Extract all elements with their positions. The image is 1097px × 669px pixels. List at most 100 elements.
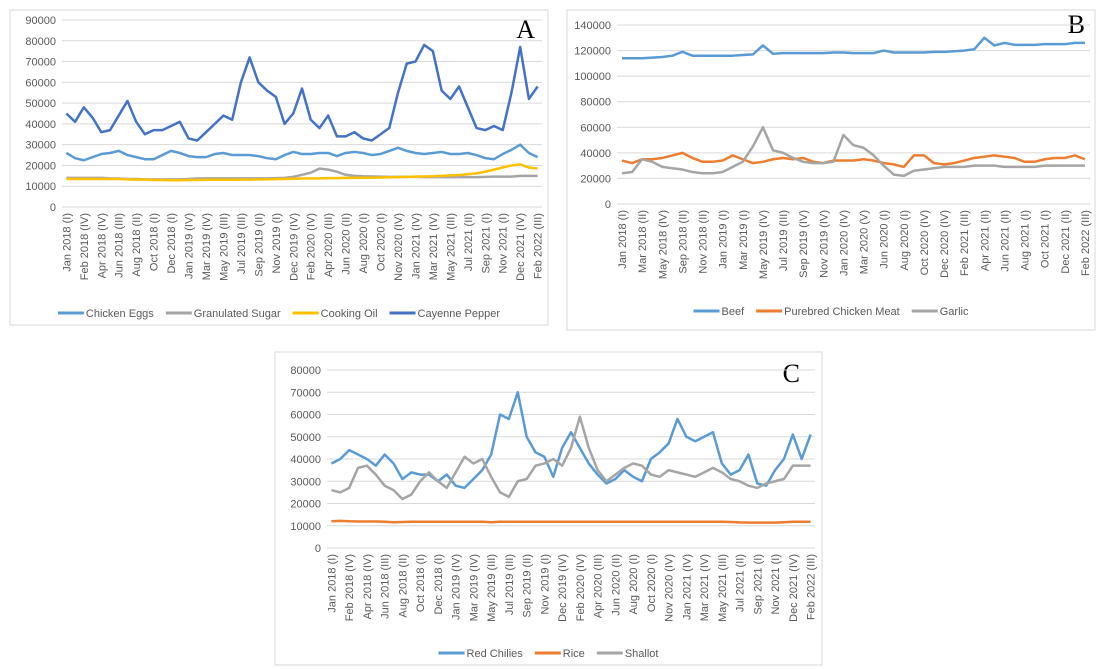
x-tick-label: Jan 2018 (I) (61, 213, 73, 272)
series-line (330, 391, 812, 490)
series-line (65, 143, 539, 162)
y-tick-label: 20000 (25, 160, 56, 172)
x-tick-label: May 2021 (III) (717, 554, 729, 622)
y-tick-label: 20000 (290, 499, 321, 511)
x-tick-label: Sep 2019 (II) (522, 554, 534, 618)
legend-label: Garlic (940, 306, 969, 318)
x-tick-label: Sep 2021 (I) (752, 554, 764, 615)
x-tick-label: Feb 2022 (III) (806, 554, 818, 620)
x-tick-label: Oct 2021 (I) (1040, 210, 1052, 268)
x-tick-label: Oct 2020 (I) (376, 213, 388, 271)
x-tick-label: Nov 2020 (IV) (664, 554, 676, 622)
x-tick-label: Nov 2019 (I) (539, 554, 551, 615)
legend-label: Cooking Oil (321, 308, 378, 320)
x-tick-label: Aug 2021 (I) (1020, 210, 1032, 271)
panel-frame (9, 9, 549, 326)
y-tick-label: 120000 (574, 46, 611, 58)
y-tick-label: 80000 (25, 36, 56, 48)
legend-label: Beef (722, 306, 746, 318)
x-tick-label: Nov 2019 (IV) (818, 210, 830, 278)
y-tick-label: 60000 (290, 410, 321, 422)
y-tick-label: 10000 (25, 181, 56, 193)
x-tick-label: Nov 2020 (IV) (393, 213, 405, 281)
series-line (622, 36, 1085, 60)
x-tick-label: Sep 2018 (II) (677, 210, 689, 274)
y-tick-label: 100000 (574, 71, 611, 83)
x-tick-label: Aug 2018 (II) (397, 554, 409, 618)
x-tick-label: Dec 2021 (IV) (515, 213, 527, 281)
x-tick-label: Jun 2020 (II) (341, 213, 353, 275)
y-tick-label: 140000 (574, 20, 611, 32)
x-tick-label: May 2019 (IV) (758, 210, 770, 279)
x-tick-label: Jun 2021 (II) (999, 210, 1011, 272)
legend-label: Cayenne Pepper (418, 308, 501, 320)
y-tick-label: 30000 (25, 140, 56, 152)
y-tick-label: 50000 (290, 432, 321, 444)
y-tick-label: 0 (50, 202, 56, 214)
x-tick-label: Apr 2018 (IV) (96, 213, 108, 278)
y-tick-label: 70000 (25, 57, 56, 69)
x-tick-label: Nov 2018 (II) (698, 210, 710, 274)
panel-letter: C (783, 359, 800, 388)
x-tick-label: Apr 2021 (II) (979, 210, 991, 271)
y-tick-label: 40000 (25, 119, 56, 131)
y-tick-label: 70000 (290, 387, 321, 399)
x-tick-label: May 2019 (III) (218, 213, 230, 281)
x-tick-label: Feb 2020 (IV) (575, 554, 587, 621)
legend-label: Red Chilies (467, 648, 524, 660)
x-tick-label: Aug 2018 (II) (131, 213, 143, 277)
x-tick-label: Dec 2018 (I) (433, 554, 445, 615)
x-tick-label: Nov 2019 (I) (271, 213, 283, 274)
x-tick-label: Mar 2021 (IV) (699, 554, 711, 621)
legend-label: Rice (563, 648, 585, 660)
x-tick-label: Oct 2018 (I) (149, 213, 161, 271)
legend-label: Shallot (625, 648, 659, 660)
x-tick-label: Jan 2019 (IV) (184, 213, 196, 279)
x-tick-label: Apr 2020 (III) (593, 554, 605, 618)
x-tick-label: Aug 2020 (I) (628, 554, 640, 615)
chart-panel: A 0 10000 20000 30000 40000 50000 60000 70000 800… (9, 9, 549, 326)
x-tick-label: Mar 2018 (II) (637, 210, 649, 273)
x-tick-label: Dec 2021 (II) (1060, 210, 1072, 274)
x-tick-label: May 2021 (III) (445, 213, 457, 281)
x-tick-label: Jan 2019 (I) (718, 210, 730, 269)
x-tick-label: Jul 2019 (III) (778, 210, 790, 271)
x-tick-label: Jul 2019 (III) (504, 554, 516, 615)
x-tick-label: Jan 2021 (IV) (410, 213, 422, 279)
legend-label: Granulated Sugar (194, 308, 281, 320)
y-tick-label: 30000 (290, 476, 321, 488)
chart-panel: C 0 10000 20000 30000 40000 50000 60000 70000 800… (274, 351, 823, 666)
x-tick-label: Feb 2018 (IV) (344, 554, 356, 621)
x-tick-label: Sep 2019 (II) (253, 213, 265, 277)
y-tick-label: 40000 (580, 148, 611, 160)
x-tick-label: Nov 2021 (I) (770, 554, 782, 615)
x-tick-label: Sep 2021 (I) (480, 213, 492, 274)
x-tick-label: Jun 2020 (II) (610, 554, 622, 616)
x-tick-label: Jan 2018 (I) (326, 554, 338, 613)
legend-label: Purebred Chicken Meat (784, 306, 900, 318)
x-tick-label: May 2019 (III) (486, 554, 498, 622)
y-tick-label: 0 (315, 543, 321, 555)
series-line (331, 415, 811, 501)
x-tick-label: Apr 2018 (IV) (362, 554, 374, 619)
x-tick-label: Apr 2020 (III) (323, 213, 335, 277)
x-tick-label: Feb 2022 (III) (1080, 210, 1092, 276)
series-line (621, 151, 1086, 169)
series-line (65, 43, 539, 142)
x-tick-label: Feb 2018 (IV) (79, 213, 91, 280)
legend: Red Chilies Rice Shallot (438, 648, 659, 660)
x-tick-label: Jun 2018 (III) (114, 213, 126, 278)
x-tick-label: Jan 2018 (I) (617, 210, 629, 269)
x-tick-label: Mar 2020 (V) (859, 210, 871, 274)
x-tick-label: Sep 2019 (IV) (798, 210, 810, 278)
chart-panel: B020000400006000080000100000120000140000… (566, 9, 1096, 331)
y-tick-label: 60000 (25, 77, 56, 89)
series-line (66, 163, 538, 182)
y-tick-label: 50000 (25, 98, 56, 110)
x-tick-label: Jul 2019 (III) (236, 213, 248, 274)
x-tick-label: Mar 2019 (I) (738, 210, 750, 270)
legend: Chicken Eggs Granulated Sugar Cooking Oil C… (57, 308, 501, 320)
x-tick-label: Feb 2020 (IV) (306, 213, 318, 280)
x-tick-label: Jun 2018 (III) (380, 554, 392, 619)
